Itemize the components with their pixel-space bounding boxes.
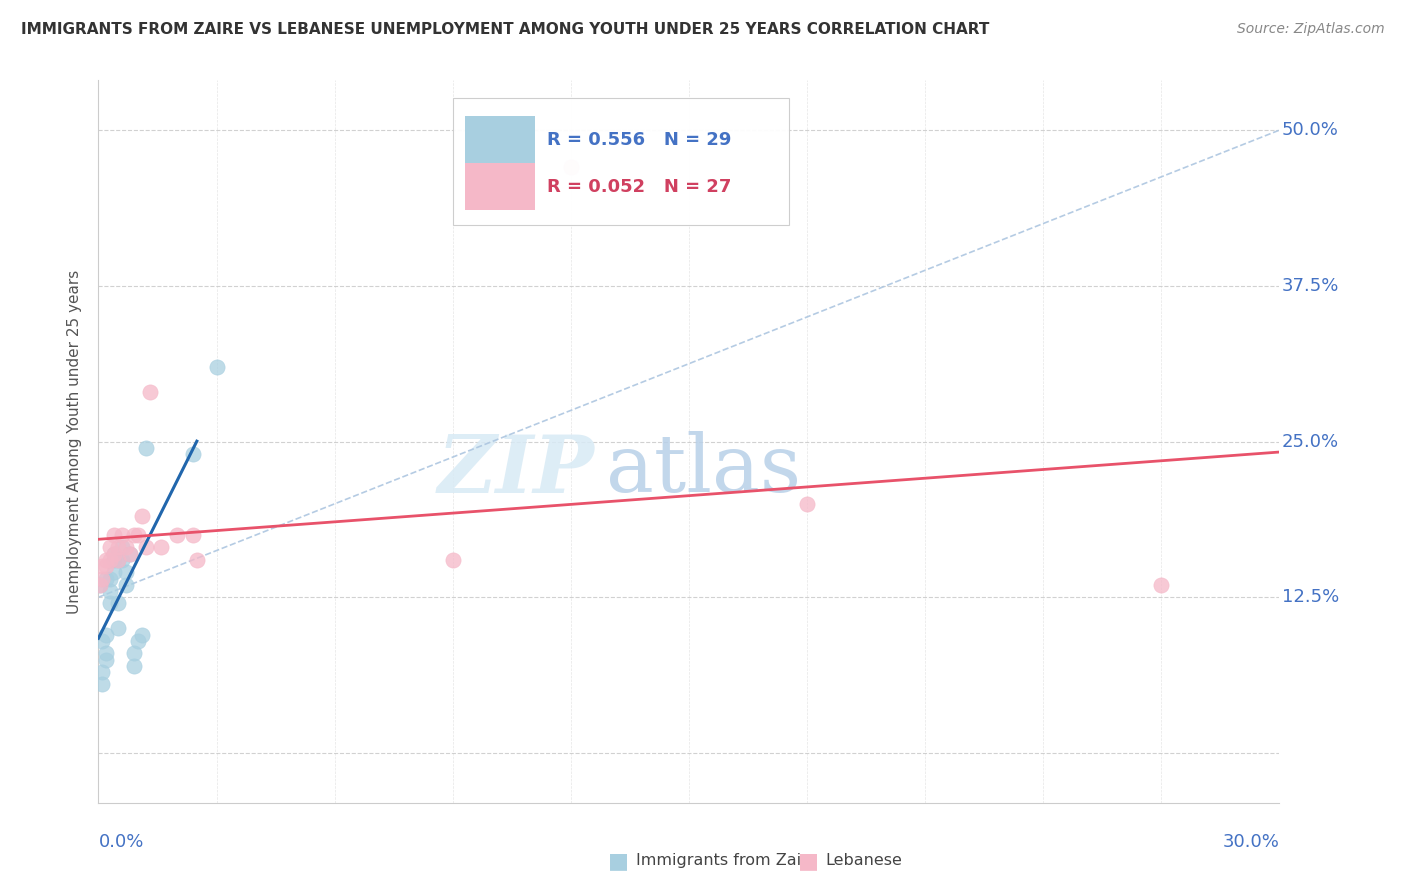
Point <box>107 597 129 611</box>
Point <box>181 528 204 542</box>
Text: Lebanese: Lebanese <box>825 854 903 868</box>
Point <box>96 627 118 641</box>
Point <box>796 497 818 511</box>
Point <box>91 677 114 691</box>
Text: 0.0%: 0.0% <box>98 833 143 851</box>
Point <box>138 384 160 399</box>
Point <box>135 541 157 555</box>
Point <box>89 578 111 592</box>
Point <box>122 528 145 542</box>
Point <box>107 553 129 567</box>
Point <box>103 547 125 561</box>
Point <box>205 359 228 374</box>
FancyBboxPatch shape <box>453 98 789 225</box>
Text: 50.0%: 50.0% <box>1282 121 1339 139</box>
Point <box>122 658 145 673</box>
Text: 25.0%: 25.0% <box>1282 433 1339 450</box>
Point <box>131 509 153 524</box>
Point <box>111 528 134 542</box>
Point <box>96 559 118 574</box>
Point <box>115 578 138 592</box>
Point <box>98 553 121 567</box>
FancyBboxPatch shape <box>464 117 536 163</box>
Point <box>135 441 157 455</box>
Text: atlas: atlas <box>606 432 801 509</box>
Text: Source: ZipAtlas.com: Source: ZipAtlas.com <box>1237 22 1385 37</box>
Point <box>1150 578 1173 592</box>
Text: IMMIGRANTS FROM ZAIRE VS LEBANESE UNEMPLOYMENT AMONG YOUTH UNDER 25 YEARS CORREL: IMMIGRANTS FROM ZAIRE VS LEBANESE UNEMPL… <box>21 22 990 37</box>
Point <box>118 547 141 561</box>
Point <box>89 578 111 592</box>
Point <box>107 541 129 555</box>
Point <box>107 553 129 567</box>
Point <box>98 541 121 555</box>
Text: ZIP: ZIP <box>437 432 595 509</box>
Y-axis label: Unemployment Among Youth under 25 years: Unemployment Among Youth under 25 years <box>67 269 83 614</box>
Point <box>103 553 125 567</box>
Point <box>166 528 188 542</box>
Point <box>96 553 118 567</box>
Text: ■: ■ <box>609 851 628 871</box>
Point <box>98 572 121 586</box>
Point <box>111 541 134 555</box>
Point <box>111 553 134 567</box>
Point <box>127 528 149 542</box>
Text: R = 0.052   N = 27: R = 0.052 N = 27 <box>547 178 731 196</box>
Point <box>91 633 114 648</box>
Point <box>186 553 208 567</box>
FancyBboxPatch shape <box>464 163 536 211</box>
Text: 30.0%: 30.0% <box>1223 833 1279 851</box>
Text: R = 0.556   N = 29: R = 0.556 N = 29 <box>547 131 731 149</box>
Point <box>98 584 121 599</box>
Point <box>150 541 173 555</box>
Text: 12.5%: 12.5% <box>1282 588 1339 607</box>
Point <box>91 559 114 574</box>
Point <box>122 646 145 660</box>
Point <box>441 553 464 567</box>
Point <box>131 627 153 641</box>
Point <box>181 447 204 461</box>
Point <box>96 652 118 666</box>
Point <box>103 566 125 580</box>
Point <box>98 597 121 611</box>
Point <box>127 633 149 648</box>
Point <box>96 572 118 586</box>
Point <box>103 528 125 542</box>
Point <box>118 547 141 561</box>
Point <box>96 646 118 660</box>
Text: Immigrants from Zaire: Immigrants from Zaire <box>636 854 817 868</box>
Point <box>91 572 114 586</box>
Point <box>91 665 114 679</box>
Point <box>115 541 138 555</box>
Point <box>560 161 582 175</box>
Point <box>107 621 129 635</box>
Text: 37.5%: 37.5% <box>1282 277 1339 295</box>
Text: ■: ■ <box>799 851 818 871</box>
Point <box>115 566 138 580</box>
Point <box>103 547 125 561</box>
